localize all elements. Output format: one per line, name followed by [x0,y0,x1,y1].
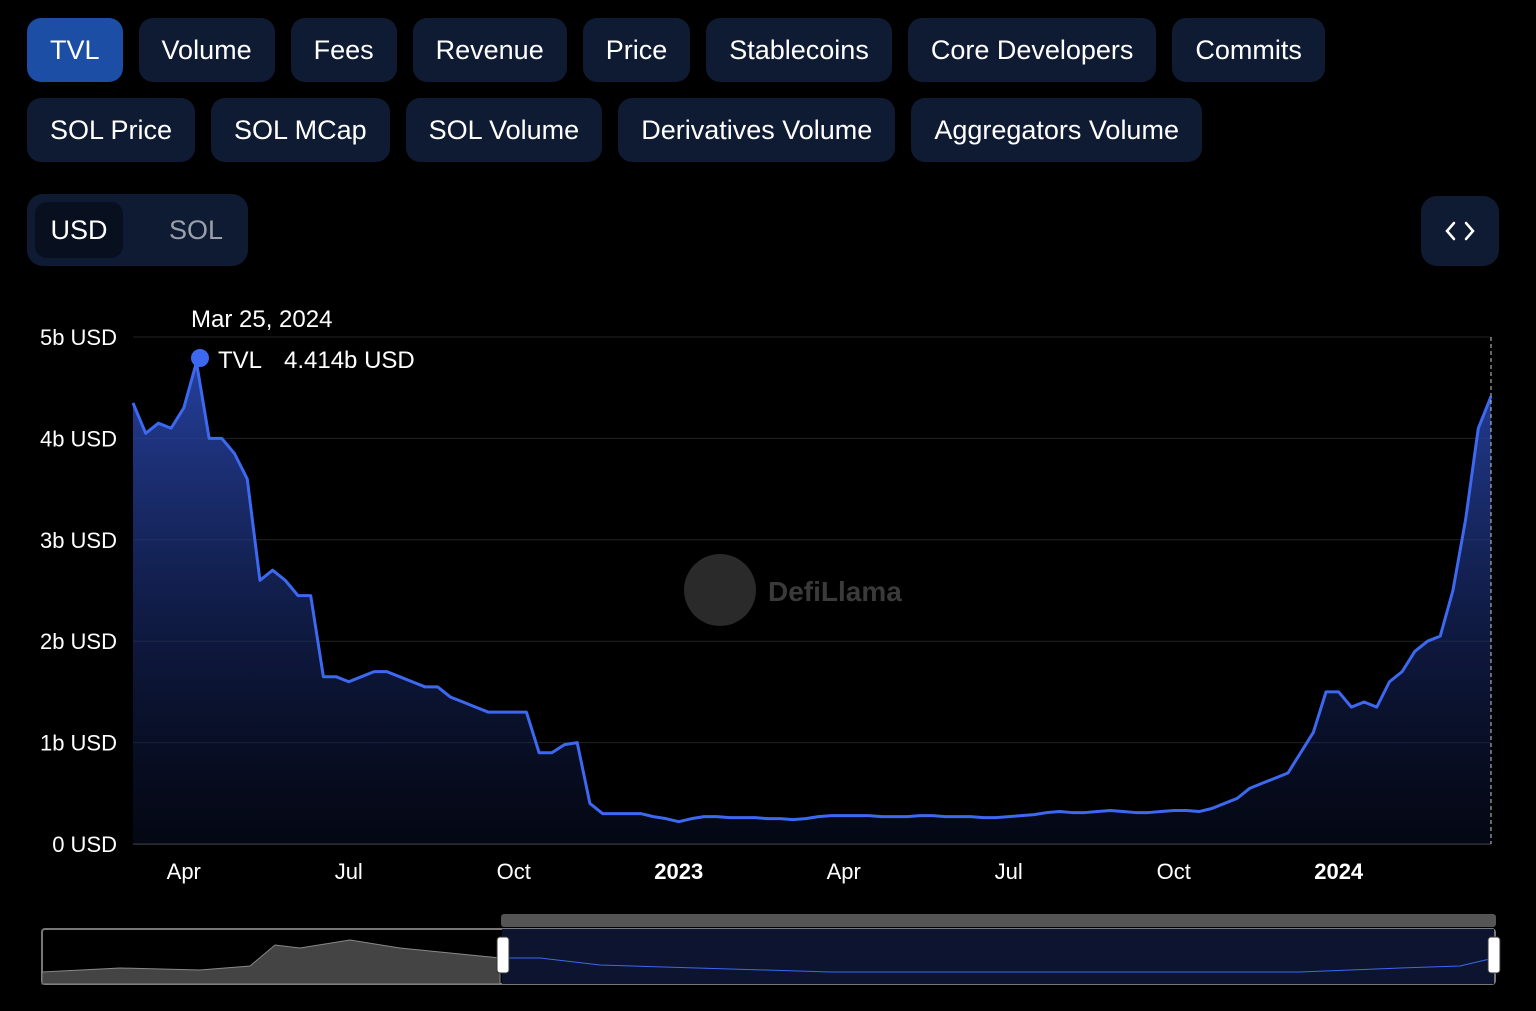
x-tick-label: Oct [1157,859,1191,884]
tooltip-marker [191,349,209,367]
currency-option[interactable]: USD [35,202,123,258]
tab[interactable]: Commits [1172,18,1325,82]
currency-toggle: USD SOL [27,194,248,266]
tab[interactable]: Aggregators Volume [911,98,1202,162]
x-tick-label: Apr [827,859,861,884]
y-tick-label: 2b USD [40,629,117,654]
watermark: DefiLlama [684,554,902,626]
y-tick-label: 5b USD [40,325,117,350]
tab[interactable]: SOL Price [27,98,196,162]
y-tick-label: 3b USD [40,528,117,553]
tab[interactable]: Derivatives Volume [618,98,896,162]
x-tick-label: Jul [335,859,363,884]
tooltip-date: Mar 25, 2024 [191,306,332,333]
y-tick-label: 4b USD [40,426,117,451]
x-tick-label: Jul [995,859,1023,884]
y-tick-label: 1b USD [40,731,117,756]
currency-option[interactable]: SOL [168,214,224,245]
tab[interactable]: SOL MCap [211,98,390,162]
brush[interactable] [41,914,1501,985]
x-tick-label: Oct [497,859,531,884]
embed-button[interactable] [1421,196,1499,266]
tab[interactable]: Price [582,18,691,82]
x-tick-label: 2024 [1314,859,1364,884]
tab[interactable]: Volume [138,18,275,82]
watermark-text: DefiLlama [768,576,902,607]
tab-bar: TVL Volume Fees Revenue Price Stablecoins Core… [27,18,1447,162]
tab[interactable]: SOL Volume [405,98,603,162]
tab[interactable]: Revenue [412,18,567,82]
x-tick-label: Apr [167,859,201,884]
tab[interactable]: Stablecoins [706,18,892,82]
tab[interactable]: Fees [290,18,397,82]
tab[interactable]: Core Developers [907,18,1157,82]
tooltip-value: 4.414b USD [284,347,415,374]
tab[interactable]: TVL [27,18,123,82]
area [133,362,1491,844]
tooltip-series: TVL [218,347,262,374]
line [131,360,1493,824]
embed-icon [1445,221,1475,241]
y-tick-label: 0 USD [52,832,117,857]
x-tick-label: 2023 [654,859,703,884]
